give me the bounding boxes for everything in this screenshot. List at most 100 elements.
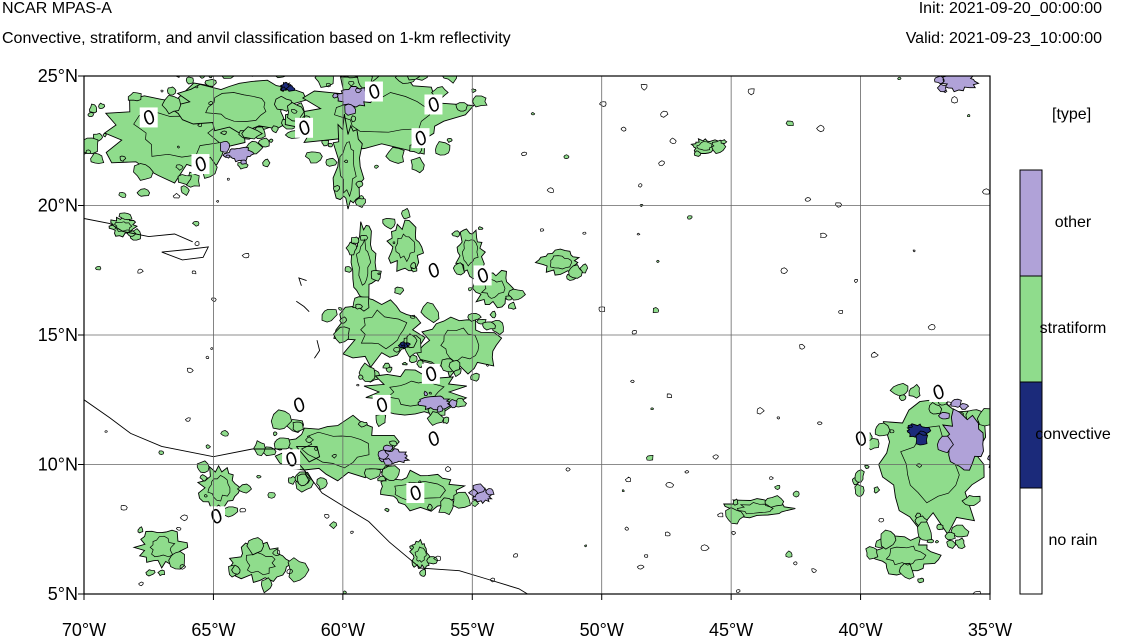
- scattered-cell: [563, 154, 570, 159]
- contour-label-bg: [929, 381, 948, 402]
- scattered-cell: [377, 272, 381, 275]
- scattered-cell: [665, 531, 671, 537]
- scattered-cell: [776, 416, 780, 420]
- scattered-cell: [700, 544, 710, 552]
- scattered-cell: [769, 476, 774, 480]
- region-cell: [482, 321, 496, 331]
- scattered-cell: [935, 539, 940, 544]
- region-cell: [196, 460, 210, 474]
- scattered-cell: [736, 589, 741, 593]
- region-cell: [161, 94, 182, 115]
- contour-label-bg: [421, 363, 440, 384]
- region-fill: [222, 146, 255, 163]
- region-cell: [426, 411, 445, 426]
- region-fill: [416, 316, 503, 379]
- scattered-cell: [717, 512, 724, 518]
- scattered-cell: [314, 447, 318, 451]
- map-axes: 70°W 65°W 60°W 55°W 50°W 45°W 40°W 35°W 25°N 20°N…: [38, 66, 1012, 640]
- region-cell: [451, 230, 461, 238]
- scattered-cell: [220, 430, 229, 437]
- contour-label-4: 0: [424, 93, 445, 118]
- valid-time: Valid: 2021-09-23_10:00:00: [905, 30, 1102, 47]
- scattered-cell: [650, 407, 654, 411]
- scattered-cell: [355, 88, 362, 94]
- region-stratiform-20: [723, 495, 796, 525]
- region-cell: [358, 374, 364, 380]
- region-inner-contour: [207, 474, 231, 502]
- region-cell: [382, 458, 393, 466]
- region-convective-30: [906, 423, 932, 446]
- region-cell: [363, 468, 381, 481]
- scattered-cell: [118, 192, 127, 198]
- region-cell: [268, 138, 274, 143]
- scattered-cell: [584, 544, 587, 548]
- scattered-cell: [324, 514, 330, 519]
- scattered-cell: [179, 514, 188, 522]
- region-cell: [467, 489, 479, 498]
- scattered-cell: [853, 279, 858, 284]
- scattered-cell: [85, 149, 91, 154]
- region-other-24: [936, 398, 990, 471]
- region-cell: [880, 529, 897, 550]
- scattered-cell: [470, 499, 480, 508]
- contour-label-bg: [473, 265, 492, 286]
- region-cell: [287, 475, 296, 485]
- region-inner-contour: [300, 431, 370, 469]
- contour-label-12: 0: [281, 448, 302, 473]
- scattered-cell: [179, 564, 187, 570]
- region-cell: [854, 469, 865, 483]
- region-cell: [401, 207, 411, 220]
- region-cell: [446, 137, 453, 144]
- scattered-cell: [631, 330, 637, 335]
- scattered-cell: [175, 526, 182, 531]
- region-cell: [467, 312, 482, 322]
- region-cell: [87, 112, 94, 117]
- coastline-0: [84, 218, 193, 243]
- region-inner-contour: [394, 480, 446, 503]
- region-cell: [253, 440, 266, 457]
- region-cell: [426, 556, 439, 565]
- region-fill: [350, 221, 377, 305]
- region-fill: [690, 138, 720, 154]
- region-cell: [426, 503, 433, 511]
- region-cell: [392, 65, 398, 72]
- region-cell: [241, 126, 263, 140]
- contour-label-bg: [372, 394, 391, 415]
- region-cell: [270, 409, 293, 430]
- x-tick-label-5: 45°W: [709, 620, 753, 640]
- scattered-cell: [756, 407, 765, 415]
- y-tick-label-3: 10°N: [38, 455, 78, 475]
- scattered-cell: [359, 195, 365, 200]
- region-cell: [455, 102, 468, 112]
- scattered-cell: [205, 444, 212, 449]
- region-fill: [196, 464, 241, 510]
- scattered-cell: [172, 192, 181, 199]
- region-stratiform-5: [344, 221, 382, 305]
- scattered-cell: [774, 484, 781, 490]
- scattered-cell: [747, 88, 755, 96]
- region-cell: [325, 157, 338, 167]
- region-cell: [350, 115, 357, 123]
- region-cell: [946, 539, 957, 549]
- region-cell: [693, 150, 702, 157]
- region-cell: [987, 454, 990, 461]
- region-cell: [898, 562, 915, 580]
- contour-label-13: 0: [406, 482, 427, 507]
- scattered-cell: [194, 85, 199, 89]
- map-subtitle: Convective, stratiform, and anvil classi…: [2, 30, 511, 47]
- scattered-cell: [468, 287, 473, 292]
- scattered-cell: [539, 228, 545, 232]
- region-fill: [333, 296, 426, 369]
- region-cell: [420, 301, 440, 324]
- region-cell: [236, 483, 253, 494]
- region-cell: [321, 139, 330, 147]
- scattered-cell: [343, 159, 349, 163]
- contour-label-11: 0: [289, 393, 310, 418]
- region-stratiform-9: [534, 248, 589, 281]
- region-cell: [389, 440, 398, 447]
- scattered-cell: [816, 124, 825, 133]
- scattered-cell: [160, 89, 164, 93]
- region-stratiform-11: [403, 301, 504, 379]
- region-cell: [950, 524, 970, 538]
- region-cell: [937, 411, 950, 420]
